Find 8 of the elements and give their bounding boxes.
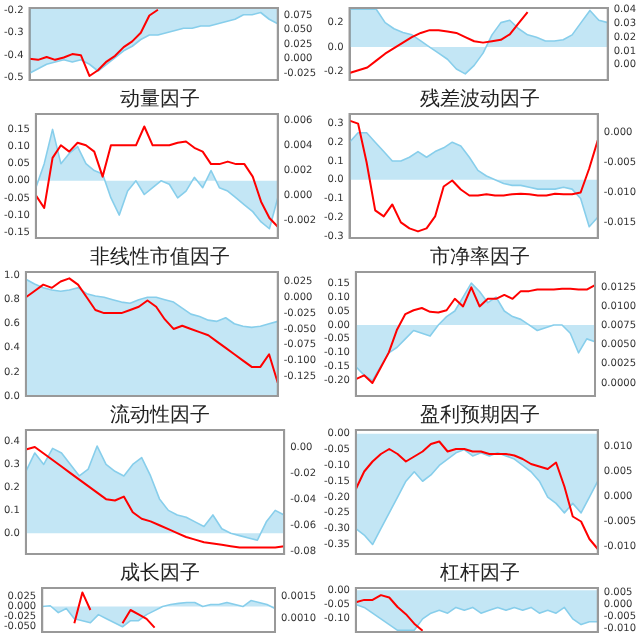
chart-title: 盈利预期因子 — [420, 403, 540, 428]
chart-title: 动量因子 — [120, 89, 200, 112]
chart-title: 流动性因子 — [110, 403, 210, 428]
chart-title: 残差波动因子 — [420, 87, 540, 112]
chart-title: 市净率因子 — [430, 245, 530, 270]
chart-title: 成长因子 — [120, 561, 200, 586]
chart-title: 非线性市值因子 — [90, 245, 230, 270]
chart-title: 杠杆因子 — [438, 561, 520, 586]
